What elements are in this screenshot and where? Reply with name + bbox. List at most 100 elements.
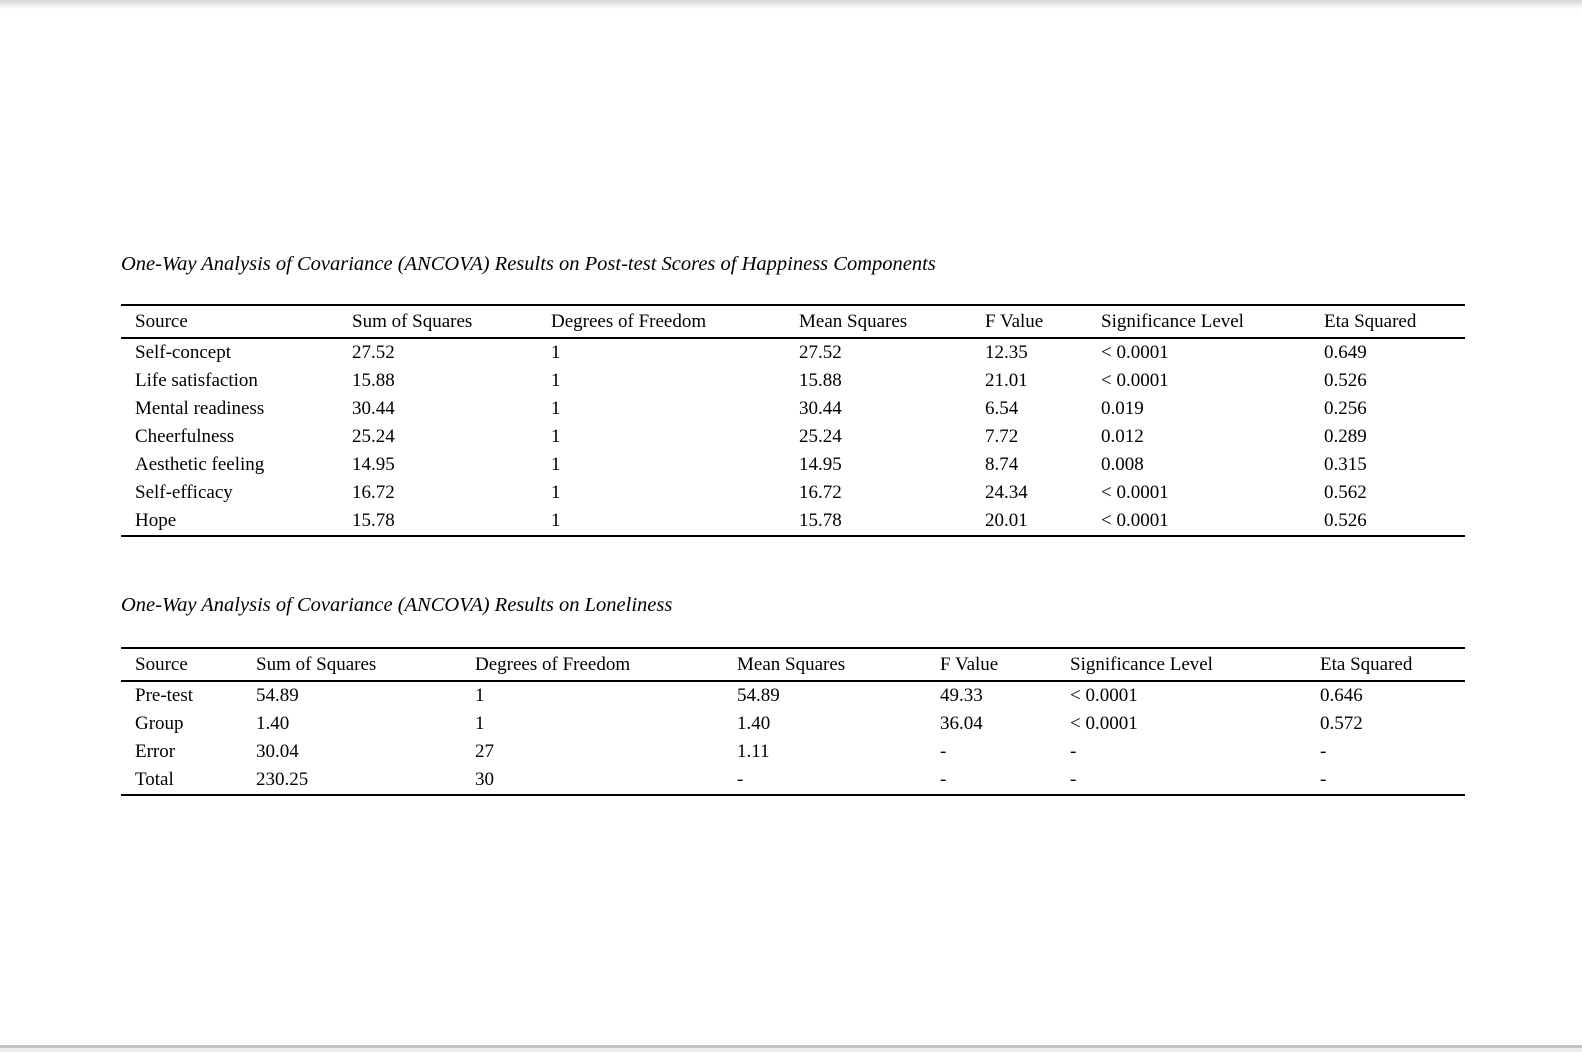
table-cell: < 0.0001 (1101, 482, 1169, 503)
table-cell: 0.646 (1320, 685, 1363, 706)
table-row: Group 1.40 1 1.40 36.04 < 0.0001 0.572 (121, 710, 1465, 738)
table-cell: Aesthetic feeling (135, 454, 265, 475)
table-cell: 24.34 (985, 482, 1028, 503)
table-cell: 7.72 (985, 426, 1019, 447)
table-cell: 30.04 (256, 741, 299, 762)
table-cell: 0.526 (1324, 370, 1367, 391)
table-cell: 15.88 (352, 370, 395, 391)
table-cell: < 0.0001 (1101, 370, 1169, 391)
table-cell: 27.52 (352, 342, 395, 363)
table-cell: - (940, 769, 947, 790)
table-cell: Life satisfaction (135, 370, 258, 391)
column-header: Degrees of Freedom (475, 654, 631, 675)
page-bottom-edge (0, 1045, 1582, 1048)
table-cell: Cheerfulness (135, 426, 235, 447)
table-cell: Group (135, 713, 184, 734)
column-header: F Value (940, 654, 999, 675)
table-cell: 30 (475, 769, 494, 790)
column-header: Significance Level (1101, 311, 1244, 332)
table-cell: < 0.0001 (1101, 342, 1169, 363)
table-cell: 0.562 (1324, 482, 1367, 503)
column-header: Mean Squares (799, 311, 908, 332)
table-cell: Pre-test (135, 685, 194, 706)
table-cell: 30.44 (799, 398, 842, 419)
table-cell: 25.24 (352, 426, 395, 447)
table-cell: 15.78 (799, 510, 842, 531)
column-header: Sum of Squares (352, 311, 473, 332)
table-cell: 15.78 (352, 510, 395, 531)
table-row: Mental readiness 30.44 1 30.44 6.54 0.019 0.25… (121, 395, 1465, 423)
ancova-happiness-table: Source Sum of Squares Degrees of Freedom Me… (121, 304, 1465, 537)
table-cell: 230.25 (256, 769, 309, 790)
ancova-loneliness-table: Source Sum of Squares Degrees of Freedom Me… (121, 647, 1465, 796)
table-cell: 0.008 (1101, 454, 1144, 475)
table-cell: - (1320, 741, 1327, 762)
table-cell: 0.315 (1324, 454, 1367, 475)
table-cell: 1 (475, 685, 485, 706)
table-cell: 0.012 (1101, 426, 1144, 447)
table-cell: 1.40 (256, 713, 290, 734)
table-cell: 25.24 (799, 426, 842, 447)
table-cell: 16.72 (799, 482, 842, 503)
table-cell: 20.01 (985, 510, 1028, 531)
table-row: Self-efficacy 16.72 1 16.72 24.34 < 0.0001 0.5… (121, 479, 1465, 507)
table-cell: < 0.0001 (1101, 510, 1169, 531)
table-cell: 0.649 (1324, 342, 1367, 363)
table-cell: 15.88 (799, 370, 842, 391)
table-cell: 16.72 (352, 482, 395, 503)
table-cell: < 0.0001 (1070, 713, 1138, 734)
column-header: Significance Level (1070, 654, 1213, 675)
table-row: Hope 15.78 1 15.78 20.01 < 0.0001 0.526 (121, 507, 1465, 536)
table-cell: 54.89 (256, 685, 299, 706)
table-cell: 1.40 (737, 713, 771, 734)
column-header: Eta Squared (1320, 654, 1413, 675)
table-row: Life satisfaction 15.88 1 15.88 21.01 < 0.000… (121, 367, 1465, 395)
table-cell: 54.89 (737, 685, 780, 706)
table-cell: 1 (551, 454, 561, 475)
table-row: Aesthetic feeling 14.95 1 14.95 8.74 0.008 0.3… (121, 451, 1465, 479)
column-header: Degrees of Freedom (551, 311, 707, 332)
column-header: F Value (985, 311, 1044, 332)
table-row: Cheerfulness 25.24 1 25.24 7.72 0.012 0.289 (121, 423, 1465, 451)
table-cell: < 0.0001 (1070, 685, 1138, 706)
table-cell: 0.019 (1101, 398, 1144, 419)
table-cell: 1 (551, 370, 561, 391)
table-cell: - (1070, 741, 1077, 762)
table-cell: - (1070, 769, 1077, 790)
table-cell: Error (135, 741, 176, 762)
page-bottom-margin (0, 1048, 1582, 1052)
table-cell: 6.54 (985, 398, 1019, 419)
table-cell: 8.74 (985, 454, 1019, 475)
table-cell: 0.526 (1324, 510, 1367, 531)
table-cell: 1 (475, 713, 485, 734)
table-cell: 27.52 (799, 342, 842, 363)
table-cell: Mental readiness (135, 398, 265, 419)
column-header: Source (135, 311, 188, 332)
table-cell: 1 (551, 342, 561, 363)
table-cell: Self-concept (135, 342, 232, 363)
table-cell: Hope (135, 510, 177, 531)
header-row: Source Sum of Squares Degrees of Freedom Me… (121, 305, 1465, 338)
table-caption-loneliness: One-Way Analysis of Covariance (ANCOVA) … (121, 594, 673, 616)
table-cell: 21.01 (985, 370, 1028, 391)
column-header: Eta Squared (1324, 311, 1417, 332)
column-header: Sum of Squares (256, 654, 377, 675)
table-row: Self-concept 27.52 1 27.52 12.35 < 0.0001 0.64… (121, 338, 1465, 367)
table-cell: 1.11 (737, 741, 770, 762)
table-cell: 14.95 (352, 454, 395, 475)
table-cell: 14.95 (799, 454, 842, 475)
table-cell: - (737, 769, 744, 790)
table-cell: 12.35 (985, 342, 1028, 363)
table-row: Pre-test 54.89 1 54.89 49.33 < 0.0001 0.646 (121, 681, 1465, 710)
table-cell: 36.04 (940, 713, 983, 734)
column-header: Source (135, 654, 188, 675)
table-cell: 1 (551, 510, 561, 531)
table-cell: Total (135, 769, 174, 790)
page-top-edge (0, 0, 1582, 9)
table-cell: 27 (475, 741, 494, 762)
table-cell: Self-efficacy (135, 482, 233, 503)
table-cell: - (940, 741, 947, 762)
table-cell: 0.289 (1324, 426, 1367, 447)
header-row: Source Sum of Squares Degrees of Freedom Me… (121, 648, 1465, 681)
